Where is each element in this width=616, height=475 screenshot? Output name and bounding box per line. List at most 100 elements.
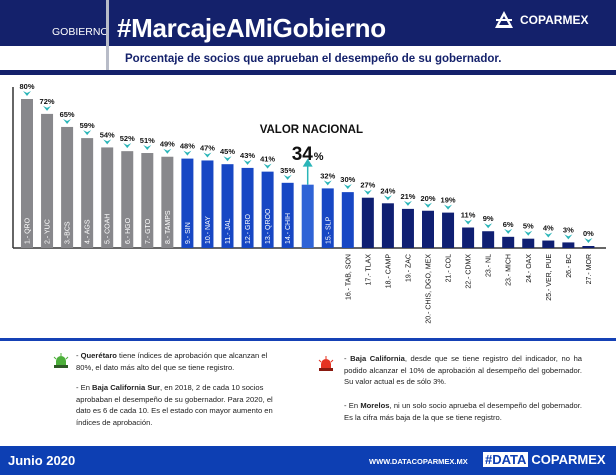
category-label: 13.- QROO — [265, 208, 272, 244]
website-link[interactable]: WWW.DATACOPARMEX.MX — [369, 457, 468, 466]
bar — [161, 156, 174, 248]
note-morelos: - En Morelos, ni un solo socio aprueba e… — [344, 401, 582, 422]
data-label: 43% — [240, 151, 255, 160]
bar — [221, 164, 234, 248]
marker-icon — [504, 228, 513, 234]
marker-icon — [524, 230, 533, 236]
bar — [241, 167, 254, 248]
marker-icon — [183, 150, 192, 156]
bar — [321, 188, 334, 248]
data-label: 32% — [320, 171, 335, 180]
data-label: 41% — [260, 155, 275, 164]
divider — [0, 70, 616, 75]
bar — [21, 99, 33, 248]
category-label: 2.- YUC — [45, 219, 52, 244]
marker-icon — [323, 180, 332, 186]
bar — [101, 147, 114, 248]
data-label: 0% — [583, 229, 594, 238]
category-label: 25.- VER, PUE — [546, 254, 553, 301]
bar — [442, 212, 455, 248]
data-label: 51% — [140, 136, 155, 145]
category-label: 15.- SLP — [325, 216, 332, 244]
marker-icon — [163, 148, 172, 154]
marker-icon — [243, 159, 252, 165]
bar — [61, 126, 74, 248]
bar — [542, 240, 555, 248]
category-label: 19.- ZAC — [405, 254, 412, 282]
bar — [462, 227, 475, 248]
category-label: 5.- COAH — [105, 214, 112, 244]
data-label: 19% — [441, 196, 456, 205]
marker-icon — [343, 184, 352, 190]
data-label: 30% — [340, 175, 355, 184]
bar — [422, 210, 434, 248]
data-label: 3% — [563, 225, 574, 234]
category-label: 23.- NL — [486, 254, 493, 277]
data-label: 20% — [420, 194, 435, 203]
data-label: 35% — [280, 166, 295, 175]
category-label: 26.- BC — [566, 254, 573, 278]
divider — [106, 0, 109, 72]
category-label: 21.- COL — [446, 254, 453, 283]
data-label: 47% — [200, 143, 215, 152]
category-label: 20.- CHIS, DGO, MEX — [426, 254, 433, 324]
data-label: 52% — [120, 134, 135, 143]
data-label: 6% — [503, 220, 514, 229]
marker-icon — [203, 152, 212, 158]
green-siren-icon — [53, 353, 69, 368]
bar — [341, 192, 354, 248]
marker-icon — [424, 202, 432, 208]
data-label: 45% — [220, 147, 235, 156]
category-label: 11.- JAL — [225, 218, 232, 244]
marker-icon — [564, 234, 573, 240]
coparmex-logo-icon — [495, 11, 513, 28]
date: Junio 2020 — [8, 453, 76, 468]
note-bcs: - En Baja California Sur, en 2018, 2 de … — [76, 383, 273, 427]
bar — [181, 158, 194, 248]
bar — [502, 236, 515, 248]
divider — [0, 338, 616, 341]
category-label: 16.- TAB, SON — [345, 254, 352, 300]
footer: Junio 2020 WWW.DATACOPARMEX.MX #DATA COPA… — [0, 446, 616, 475]
category-label: 1.- QRO — [25, 217, 32, 244]
category-label: 12.- GRO — [245, 213, 252, 244]
marker-icon — [263, 163, 272, 169]
marker-icon — [383, 195, 392, 201]
bar — [582, 246, 595, 248]
note-bc: - Baja California, desde que se tiene re… — [344, 354, 583, 386]
marker-icon — [464, 219, 473, 225]
category-label: 27.- MOR — [586, 254, 593, 284]
bar — [261, 171, 274, 248]
note-queretaro: - Querétaro tiene índices de aprobación … — [76, 351, 268, 372]
header: GOBIERNO #MarcajeAMiGobierno COPARMEX — [0, 0, 616, 46]
arrow-head-icon — [302, 158, 313, 167]
data-label: 27% — [360, 181, 375, 190]
marker-icon — [544, 232, 553, 238]
national-value: 34 — [292, 144, 314, 165]
category-label: 22.- CDMX — [466, 254, 473, 289]
data-label: 65% — [60, 110, 75, 119]
marker-icon — [484, 223, 493, 229]
data-label: 5% — [523, 222, 534, 231]
marker-icon — [63, 118, 72, 124]
bar — [201, 160, 214, 248]
data-label: 24% — [380, 186, 395, 195]
marker-icon — [363, 189, 372, 195]
category-label: 24.- OAX — [526, 254, 533, 283]
data-label: 80% — [19, 82, 34, 91]
category-label: 18.- CAMP — [385, 254, 392, 289]
category-label: 7.- GTO — [145, 218, 152, 244]
national-label: VALOR NACIONAL — [260, 124, 363, 136]
data-label: 49% — [160, 140, 175, 149]
category-label: 17.- TLAX — [365, 254, 372, 286]
bar — [281, 182, 294, 248]
data-label: 9% — [483, 214, 494, 223]
bar — [401, 208, 414, 248]
marker-icon — [103, 139, 112, 145]
marker-icon — [584, 238, 593, 243]
marker-icon — [444, 204, 453, 210]
marker-icon — [403, 200, 412, 206]
hashtag-title: #MarcajeAMiGobierno — [117, 13, 386, 43]
bar — [41, 113, 54, 249]
marker-icon — [123, 143, 132, 149]
